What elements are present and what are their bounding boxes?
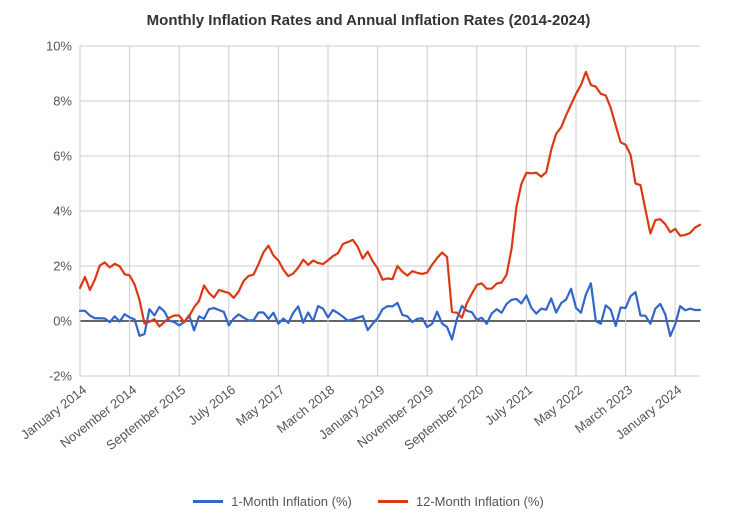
- legend-swatch-12month: [378, 500, 408, 503]
- x-tick-label: July 2016: [185, 382, 238, 428]
- plot-area: -2%0%2%4%6%8%10%January 2014November 201…: [80, 46, 700, 376]
- chart-title: Monthly Inflation Rates and Annual Infla…: [0, 12, 737, 29]
- y-tick-label: 0%: [53, 314, 80, 329]
- y-tick-label: 2%: [53, 259, 80, 274]
- legend-item-12month: 12-Month Inflation (%): [378, 494, 544, 509]
- legend-label-12month: 12-Month Inflation (%): [416, 494, 544, 509]
- y-tick-label: 6%: [53, 149, 80, 164]
- inflation-chart: Monthly Inflation Rates and Annual Infla…: [0, 0, 737, 517]
- y-tick-label: -2%: [49, 369, 80, 384]
- y-tick-label: 8%: [53, 94, 80, 109]
- legend: 1-Month Inflation (%) 12-Month Inflation…: [0, 494, 737, 509]
- legend-swatch-1month: [193, 500, 223, 503]
- plot-svg: [80, 46, 700, 376]
- x-tick-label: July 2021: [483, 382, 536, 428]
- legend-item-1month: 1-Month Inflation (%): [193, 494, 352, 509]
- y-tick-label: 4%: [53, 204, 80, 219]
- legend-label-1month: 1-Month Inflation (%): [231, 494, 352, 509]
- y-tick-label: 10%: [46, 39, 80, 54]
